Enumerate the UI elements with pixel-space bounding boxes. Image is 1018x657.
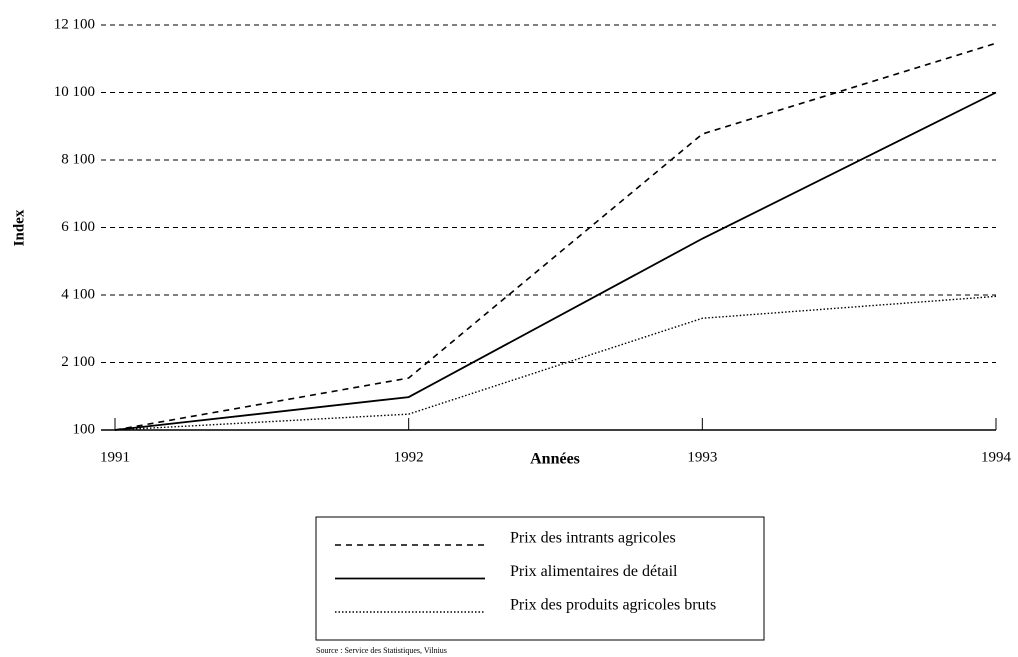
y-tick-label: 10 100 [54, 84, 95, 100]
legend-label: Prix des intrants agricoles [510, 530, 676, 547]
x-tick-label: 1993 [687, 449, 717, 465]
y-tick-label: 12 100 [54, 16, 95, 32]
x-tick-label: 1991 [100, 449, 130, 465]
x-tick-label: 1994 [981, 449, 1012, 465]
legend-label: Prix alimentaires de détail [510, 563, 678, 580]
series-line [114, 295, 997, 431]
y-axis-label: Index [11, 209, 27, 246]
y-tick-label: 4 100 [61, 286, 95, 302]
x-tick-label: 1992 [394, 449, 424, 465]
y-tick-label: 6 100 [61, 219, 95, 235]
x-axis-label: Années [530, 451, 580, 468]
source-note: Source : Service des Statistiques, Vilni… [316, 646, 447, 655]
legend-label: Prix des produits agricoles bruts [510, 597, 716, 614]
series-line [114, 91, 997, 431]
legend-box [315, 516, 765, 641]
y-tick-label: 100 [73, 421, 96, 437]
series-line [114, 42, 997, 431]
y-tick-label: 8 100 [61, 151, 95, 167]
y-tick-label: 2 100 [61, 354, 95, 370]
